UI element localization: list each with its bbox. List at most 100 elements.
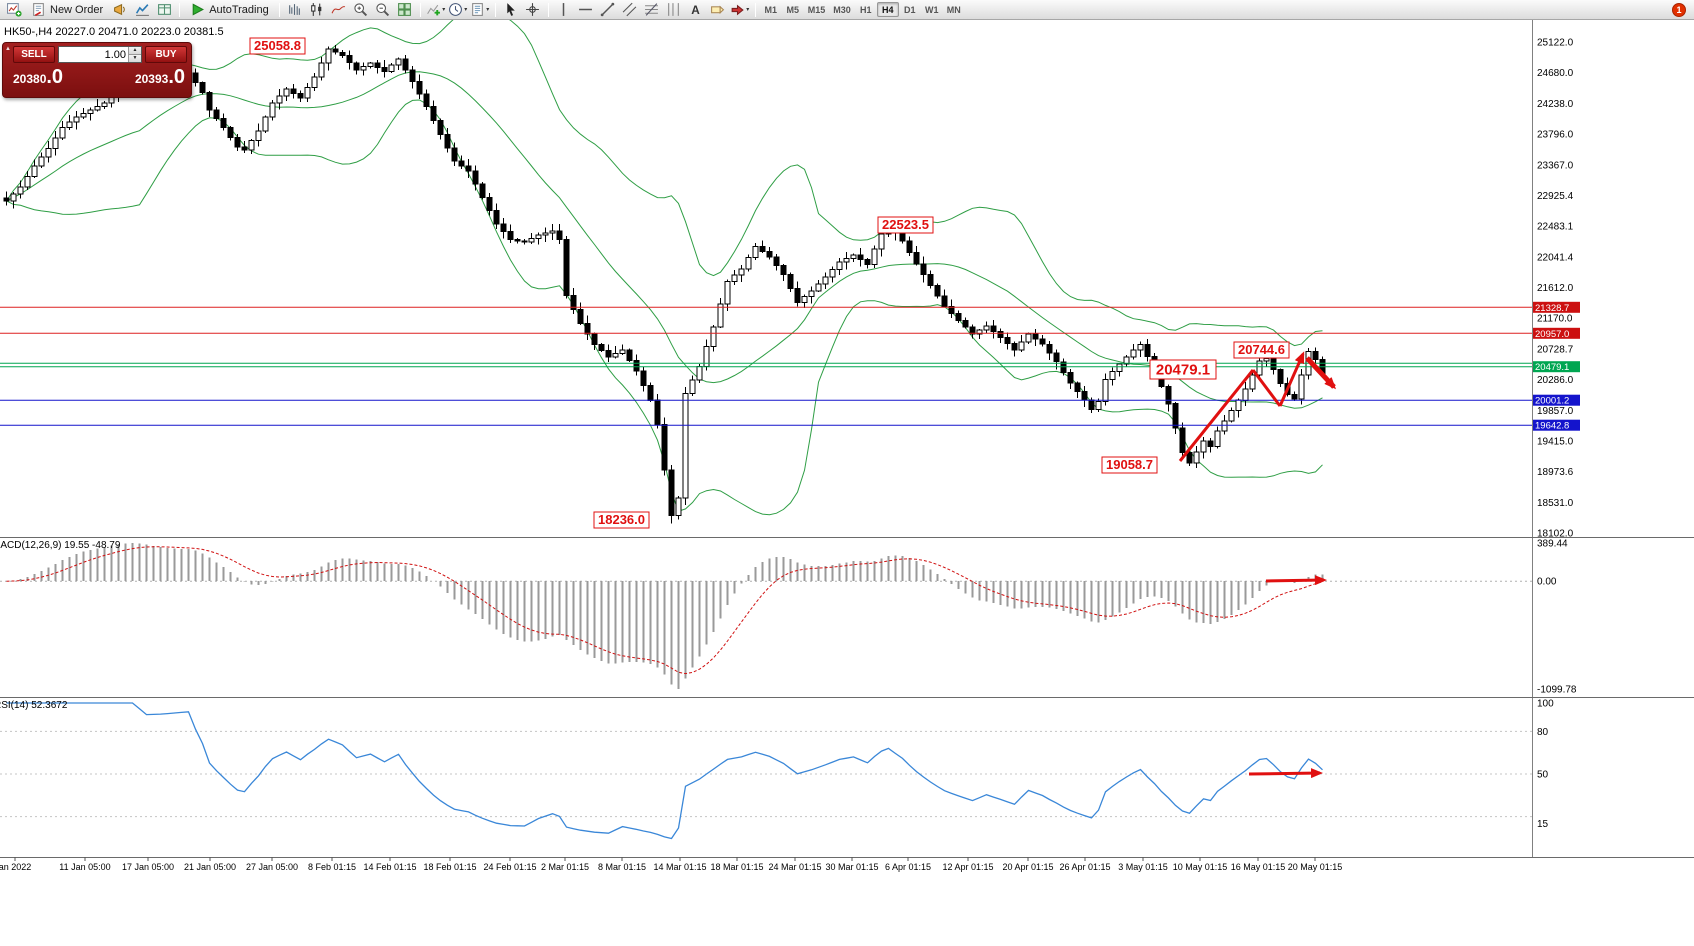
candle bbox=[1144, 343, 1151, 357]
candle bbox=[1242, 388, 1249, 401]
candle bbox=[766, 251, 773, 258]
new-chart-icon[interactable] bbox=[4, 1, 24, 18]
timeframe-h4-button[interactable]: H4 bbox=[876, 2, 899, 17]
candle bbox=[234, 136, 241, 148]
trend-arrow[interactable] bbox=[1265, 575, 1327, 586]
chart-canvas[interactable]: 25122.0 24680.0 24238.0 23796.0 23367.0 22925… bbox=[0, 20, 1694, 946]
time-axis[interactable]: an 2022 11 Jan 05:00 17 Jan 05:00 21 Jan 05… bbox=[0, 857, 1342, 872]
timeframe-mn-button[interactable]: MN bbox=[943, 2, 965, 17]
candle bbox=[759, 245, 766, 253]
vertical-line-icon[interactable] bbox=[554, 1, 574, 18]
equidistant-channel-icon[interactable] bbox=[620, 1, 640, 18]
market-watch-icon[interactable] bbox=[132, 1, 152, 18]
candle bbox=[696, 366, 703, 381]
timeframe-m1-button[interactable]: M1 bbox=[760, 2, 782, 17]
svg-text:20744.6: 20744.6 bbox=[1238, 342, 1285, 357]
cursor-icon[interactable] bbox=[501, 1, 521, 18]
candle bbox=[948, 306, 955, 314]
svg-text:20957.0: 20957.0 bbox=[1535, 329, 1569, 340]
price-axis[interactable]: 25122.0 24680.0 24238.0 23796.0 23367.0 22925… bbox=[1533, 38, 1580, 831]
sell-button[interactable]: SELL bbox=[13, 46, 55, 63]
candle bbox=[374, 62, 381, 68]
candle bbox=[738, 268, 745, 276]
candle bbox=[1228, 410, 1235, 422]
zoom-in-icon[interactable] bbox=[351, 1, 371, 18]
candle bbox=[1256, 360, 1263, 376]
indicators-icon[interactable]: ▾ bbox=[426, 1, 446, 18]
candle bbox=[514, 238, 521, 242]
chart-annotation[interactable]: 19058.7 bbox=[1101, 456, 1158, 474]
timeframe-m30-button[interactable]: M30 bbox=[829, 2, 855, 17]
volume-value[interactable]: 1.00 bbox=[104, 49, 126, 61]
timeframe-m5-button[interactable]: M5 bbox=[782, 2, 804, 17]
chart-annotation[interactable]: 22523.5 bbox=[877, 216, 934, 234]
candle bbox=[843, 257, 850, 263]
text-icon[interactable]: A bbox=[686, 1, 706, 18]
candle bbox=[437, 120, 444, 135]
candle bbox=[213, 109, 220, 120]
candle bbox=[423, 93, 430, 108]
candle bbox=[640, 370, 647, 387]
timeframe-d1-button[interactable]: D1 bbox=[899, 2, 921, 17]
autotrading-button-label: AutoTrading bbox=[209, 3, 269, 16]
candle bbox=[472, 170, 479, 185]
templates-icon[interactable]: ▾ bbox=[470, 1, 490, 18]
trend-arrow[interactable] bbox=[1178, 369, 1255, 462]
buy-price[interactable]: 20393.0 bbox=[134, 66, 185, 88]
volume-field[interactable]: 1.00 ▲ ▼ bbox=[58, 46, 142, 63]
chart-annotation[interactable]: 25058.8 bbox=[249, 37, 306, 55]
new-order-button-label: New Order bbox=[50, 3, 104, 16]
tile-windows-icon[interactable] bbox=[395, 1, 415, 18]
candle bbox=[969, 326, 976, 335]
candle bbox=[409, 69, 416, 82]
toolbar-separator bbox=[754, 2, 756, 17]
candle bbox=[710, 326, 717, 348]
cycle-lines-icon[interactable] bbox=[664, 1, 684, 18]
trend-arrow[interactable] bbox=[1248, 768, 1323, 779]
timeframe-w1-button[interactable]: W1 bbox=[921, 2, 943, 17]
price-axis-badge bbox=[1533, 361, 1580, 373]
candle bbox=[192, 72, 199, 84]
trendline-icon[interactable] bbox=[598, 1, 618, 18]
trend-arrow[interactable] bbox=[1305, 356, 1337, 390]
notification-badge[interactable]: 1 bbox=[1672, 2, 1686, 17]
candle bbox=[3, 197, 10, 202]
line-chart-icon[interactable] bbox=[329, 1, 349, 18]
time-axis-label: 14 Feb 01:15 bbox=[363, 862, 416, 872]
trend-arrow[interactable] bbox=[1251, 369, 1282, 407]
timeframe-h1-button[interactable]: H1 bbox=[855, 2, 877, 17]
horizontal-line-icon[interactable] bbox=[576, 1, 596, 18]
price-axis-label: 21170.0 bbox=[1537, 314, 1573, 325]
chart-annotation[interactable]: 20744.6 bbox=[1233, 341, 1290, 359]
bar-chart-icon[interactable] bbox=[285, 1, 305, 18]
zoom-out-icon[interactable] bbox=[373, 1, 393, 18]
volume-down-icon[interactable]: ▼ bbox=[129, 55, 141, 62]
arrows-icon[interactable]: ▾ bbox=[730, 1, 750, 18]
text-label-icon[interactable] bbox=[708, 1, 728, 18]
collapse-panel-icon[interactable]: ▲ bbox=[5, 46, 11, 52]
autotrading-button[interactable]: AutoTrading bbox=[185, 1, 274, 18]
timeframe-m15-button[interactable]: M15 bbox=[804, 2, 830, 17]
data-window-icon[interactable] bbox=[154, 1, 174, 18]
candle bbox=[1207, 440, 1214, 447]
price-axis-badge bbox=[1533, 301, 1580, 313]
candlestick-chart-icon[interactable] bbox=[307, 1, 327, 18]
candle bbox=[773, 256, 780, 267]
publish-icon[interactable] bbox=[110, 1, 130, 18]
candle bbox=[80, 113, 87, 118]
chart-annotation[interactable]: 18236.0 bbox=[593, 511, 650, 529]
candle bbox=[360, 66, 367, 71]
buy-button[interactable]: BUY bbox=[145, 46, 187, 63]
volume-up-icon[interactable]: ▲ bbox=[129, 47, 141, 55]
price-axis-label: 20728.7 bbox=[1537, 344, 1574, 355]
fibonacci-icon[interactable] bbox=[642, 1, 662, 18]
sell-price[interactable]: 20380.0 bbox=[13, 66, 64, 88]
crosshair-icon[interactable] bbox=[523, 1, 543, 18]
trend-arrow[interactable] bbox=[1278, 351, 1305, 407]
candle bbox=[1032, 333, 1039, 340]
new-order-button[interactable]: New Order bbox=[26, 1, 108, 18]
periods-icon[interactable]: ▾ bbox=[448, 1, 468, 18]
volume-stepper[interactable]: ▲ ▼ bbox=[128, 47, 141, 62]
candle bbox=[430, 106, 437, 121]
chart-annotation[interactable]: 20479.1 bbox=[1149, 359, 1217, 380]
